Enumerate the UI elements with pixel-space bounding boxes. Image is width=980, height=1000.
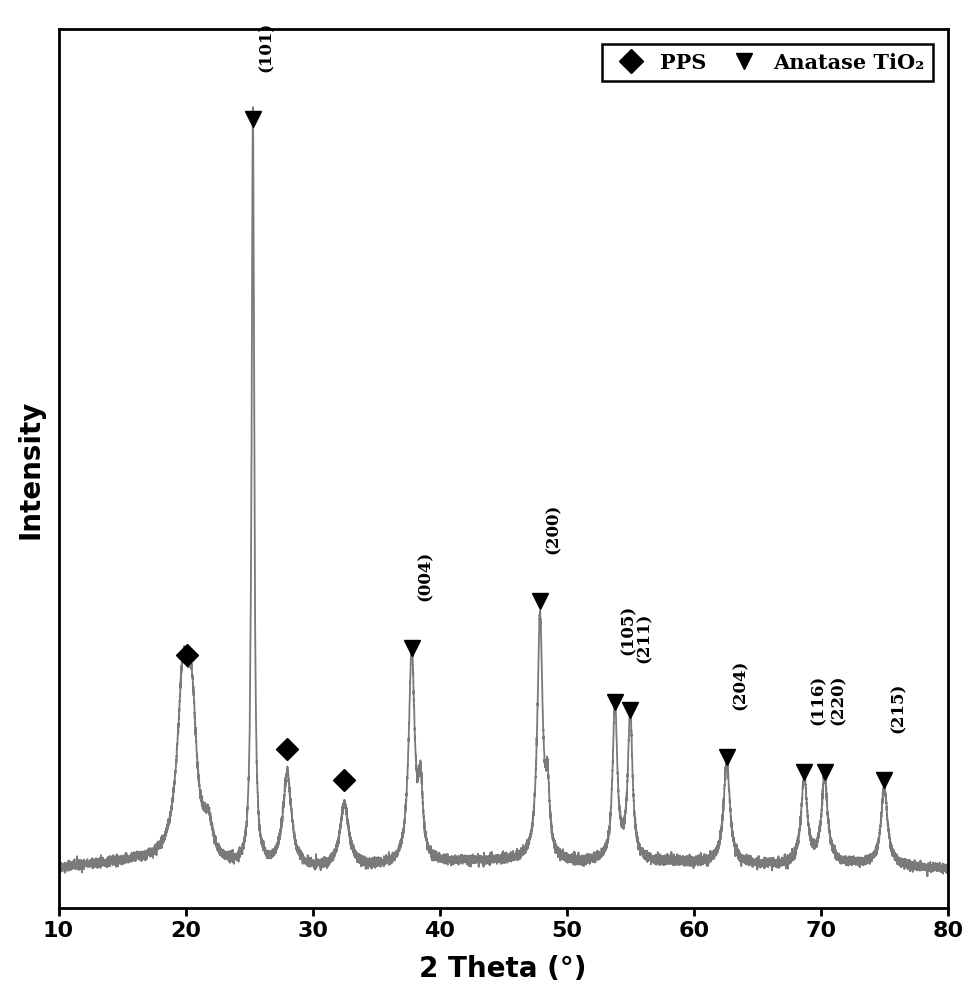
Text: (200): (200) [545,504,563,554]
Text: (215): (215) [889,683,906,733]
Text: (220): (220) [830,675,847,725]
Text: (211): (211) [635,613,653,663]
Text: (105): (105) [620,605,637,655]
Text: (204): (204) [732,660,749,710]
Text: (004): (004) [416,551,434,601]
Legend: PPS, Anatase TiO₂: PPS, Anatase TiO₂ [602,44,933,81]
Text: (116): (116) [809,675,826,725]
Text: (101): (101) [258,22,275,72]
X-axis label: 2 Theta (°): 2 Theta (°) [419,955,587,983]
Y-axis label: Intensity: Intensity [17,399,45,539]
